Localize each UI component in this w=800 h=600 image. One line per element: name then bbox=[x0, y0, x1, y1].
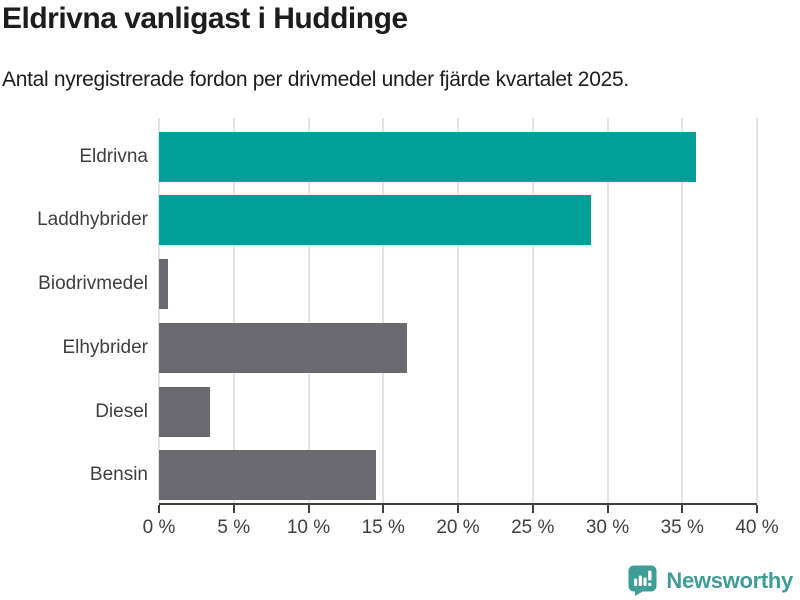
x-tick-label: 20 % bbox=[436, 517, 480, 538]
x-tick-label: 5 % bbox=[217, 517, 251, 538]
gridline bbox=[756, 118, 758, 503]
bar-bensin bbox=[159, 450, 376, 501]
gridline bbox=[457, 118, 459, 503]
gridline bbox=[681, 118, 684, 503]
bar-biodrivmedel bbox=[159, 259, 168, 310]
x-tick-label: 25 % bbox=[511, 517, 555, 538]
x-tick-label: 10 % bbox=[286, 517, 331, 538]
x-tick-label: 40 % bbox=[735, 517, 779, 538]
axis-tick bbox=[531, 505, 534, 513]
bar-diesel bbox=[159, 386, 210, 437]
axis-tick bbox=[307, 505, 310, 513]
chart-title: Eldrivna vanligast i Huddinge bbox=[2, 2, 408, 35]
category-label: Diesel bbox=[95, 400, 148, 422]
axis-tick bbox=[158, 505, 160, 513]
gridline bbox=[531, 118, 534, 503]
x-tick-label: 15 % bbox=[361, 517, 405, 538]
gridline bbox=[382, 118, 385, 503]
category-label: Bensin bbox=[89, 464, 148, 486]
category-label: Biodrivmedel bbox=[38, 273, 148, 295]
newsworthy-logo-icon bbox=[628, 565, 657, 596]
x-tick-label: 35 % bbox=[660, 517, 704, 538]
bar-laddhybrider bbox=[159, 195, 592, 246]
footer-brand: Newsworthy bbox=[628, 565, 793, 596]
newsworthy-logo-text: Newsworthy bbox=[666, 567, 793, 593]
axis-tick bbox=[606, 505, 609, 513]
bar-eldrivna bbox=[159, 131, 696, 182]
gridline bbox=[307, 118, 310, 503]
axis-tick bbox=[457, 505, 459, 513]
chart-subtitle: Antal nyregistrerade fordon per drivmede… bbox=[2, 68, 629, 91]
gridline bbox=[158, 118, 160, 503]
axis-tick bbox=[681, 505, 684, 513]
gridline bbox=[232, 118, 235, 503]
plot-area: 0 % 5 % 10 % 15 % 20 % 25 % 30 % 35 % 40 % bbox=[143, 118, 779, 538]
x-tick-label: 0 % bbox=[142, 517, 176, 538]
category-label: Elhybrider bbox=[62, 336, 148, 358]
axis-tick bbox=[232, 505, 235, 513]
axis-tick bbox=[382, 505, 385, 513]
category-label: Eldrivna bbox=[79, 145, 148, 167]
x-tick-label: 30 % bbox=[585, 517, 630, 538]
category-label: Laddhybrider bbox=[37, 209, 148, 231]
axis-tick bbox=[756, 505, 758, 513]
bar-elhybrider bbox=[159, 322, 408, 373]
gridline bbox=[606, 118, 609, 503]
